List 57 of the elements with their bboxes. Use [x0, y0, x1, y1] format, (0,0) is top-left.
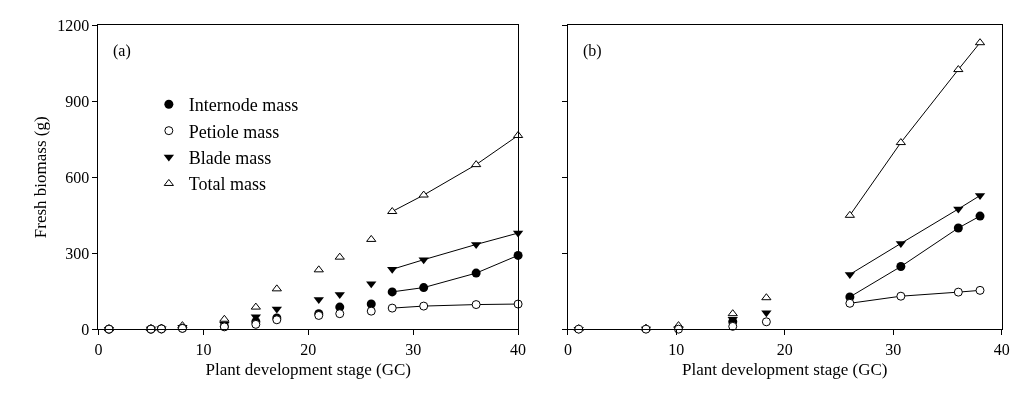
y-tick-label: 900: [65, 92, 90, 110]
x-tick-label: 40: [510, 340, 527, 358]
y-tick-label: 600: [65, 168, 90, 186]
point: [387, 287, 397, 297]
point: [844, 210, 855, 218]
y-tick-label: 0: [81, 321, 90, 338]
point: [895, 138, 906, 146]
x-tick-label: 10: [195, 340, 212, 358]
x-axis-title: Plant development stage (GC): [205, 360, 411, 379]
point: [387, 207, 398, 215]
point: [953, 65, 964, 73]
point: [845, 298, 855, 308]
point: [471, 268, 481, 278]
legend-label: Petiole mass: [188, 121, 280, 142]
x-tick-label: 30: [405, 340, 422, 358]
point: [471, 300, 481, 310]
point: [975, 211, 985, 221]
x-tick-label: 0: [94, 340, 103, 358]
legend-label: Total mass: [188, 174, 267, 195]
legend-label: Internode mass: [188, 95, 299, 116]
legend-label: Blade mass: [188, 148, 272, 169]
point: [953, 287, 963, 297]
point: [271, 284, 282, 292]
point: [896, 262, 906, 272]
point: [335, 309, 345, 319]
point: [366, 234, 377, 242]
x-tick-label: 20: [300, 340, 317, 358]
annotation: (a): [113, 42, 131, 60]
point: [219, 314, 230, 322]
point: [896, 291, 906, 301]
annotation: (b): [583, 42, 602, 60]
point: [419, 301, 429, 311]
point: [761, 293, 772, 301]
x-tick-label: 40: [993, 340, 1010, 358]
x-tick-label: 10: [668, 340, 685, 358]
point: [419, 283, 429, 293]
point: [975, 285, 985, 295]
x-axis-title: Plant development stage (GC): [682, 360, 888, 379]
y-axis-title: Fresh biomass (g): [30, 116, 50, 239]
x-tick-label: 30: [885, 340, 902, 358]
point: [313, 265, 324, 273]
y-tick-label: 1200: [57, 16, 90, 34]
y-tick-label: 300: [65, 244, 90, 262]
point: [418, 190, 429, 198]
point: [761, 310, 772, 318]
point: [334, 252, 345, 260]
point: [418, 257, 429, 265]
point: [953, 223, 963, 233]
x-tick-label: 0: [563, 340, 572, 358]
x-tick-label: 20: [776, 340, 793, 358]
point: [366, 306, 376, 316]
point: [471, 160, 482, 168]
point: [387, 303, 397, 313]
point: [761, 317, 771, 327]
point: [727, 309, 738, 317]
point: [953, 206, 964, 214]
point: [250, 302, 261, 310]
